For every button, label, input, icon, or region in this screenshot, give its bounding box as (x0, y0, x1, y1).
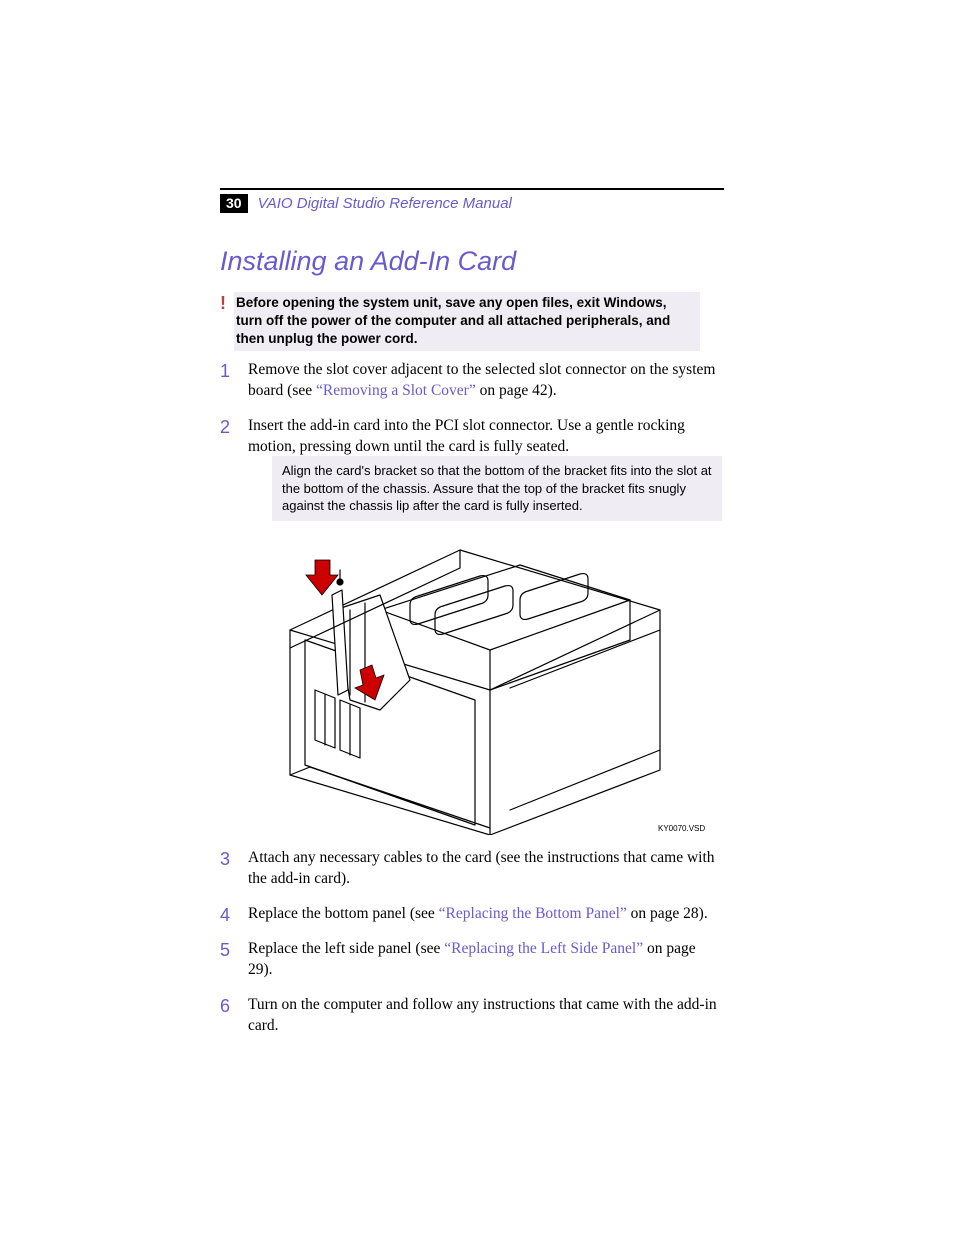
step-text: Insert the add-in card into the PCI slot… (248, 417, 685, 455)
step-body: Insert the add-in card into the PCI slot… (248, 416, 720, 458)
manual-title: VAIO Digital Studio Reference Manual (258, 195, 512, 212)
cross-reference-link[interactable]: “Removing a Slot Cover” (316, 382, 476, 399)
step-body: Attach any necessary cables to the card … (248, 848, 720, 890)
step-text: Replace the left side panel (see (248, 940, 444, 957)
list-item: 5 Replace the left side panel (see “Repl… (220, 939, 720, 981)
step-number: 2 (220, 418, 232, 436)
step-body: Remove the slot cover adjacent to the se… (248, 360, 720, 402)
step-body: Turn on the computer and follow any inst… (248, 995, 720, 1037)
step-text-post: on page 42). (476, 382, 557, 399)
page-number-badge: 30 (220, 194, 248, 213)
step-number: 5 (220, 941, 232, 959)
section-heading: Installing an Add-In Card (220, 246, 516, 277)
list-item: 6 Turn on the computer and follow any in… (220, 995, 720, 1037)
chassis-illustration-icon (260, 540, 700, 835)
figure-file-label: KY0070.VSD (658, 824, 705, 833)
document-page: 30 VAIO Digital Studio Reference Manual … (0, 0, 954, 1235)
note-callout: Align the card's bracket so that the bot… (272, 456, 722, 521)
step-text: Attach any necessary cables to the card … (248, 849, 715, 887)
cross-reference-link[interactable]: “Replacing the Left Side Panel” (444, 940, 643, 957)
installation-diagram (260, 540, 700, 835)
step-body: Replace the left side panel (see “Replac… (248, 939, 720, 981)
steps-list-bottom: 3 Attach any necessary cables to the car… (220, 848, 720, 1050)
step-number: 3 (220, 850, 232, 868)
warning-callout: ! Before opening the system unit, save a… (220, 292, 700, 351)
step-number: 4 (220, 906, 232, 924)
list-item: 4 Replace the bottom panel (see “Replaci… (220, 904, 720, 925)
page-header: 30 VAIO Digital Studio Reference Manual (220, 194, 512, 213)
steps-list-top: 1 Remove the slot cover adjacent to the … (220, 360, 720, 472)
header-rule (220, 188, 724, 190)
warning-text: Before opening the system unit, save any… (234, 292, 700, 351)
step-number: 6 (220, 997, 232, 1015)
list-item: 2 Insert the add-in card into the PCI sl… (220, 416, 720, 458)
note-text: Align the card's bracket so that the bot… (282, 463, 712, 513)
step-number: 1 (220, 362, 232, 380)
list-item: 3 Attach any necessary cables to the car… (220, 848, 720, 890)
list-item: 1 Remove the slot cover adjacent to the … (220, 360, 720, 402)
step-text: Turn on the computer and follow any inst… (248, 996, 717, 1034)
exclamation-icon: ! (220, 294, 226, 312)
cross-reference-link[interactable]: “Replacing the Bottom Panel” (439, 905, 627, 922)
step-text: Replace the bottom panel (see (248, 905, 439, 922)
step-text-post: on page 28). (627, 905, 708, 922)
step-body: Replace the bottom panel (see “Replacing… (248, 904, 708, 925)
